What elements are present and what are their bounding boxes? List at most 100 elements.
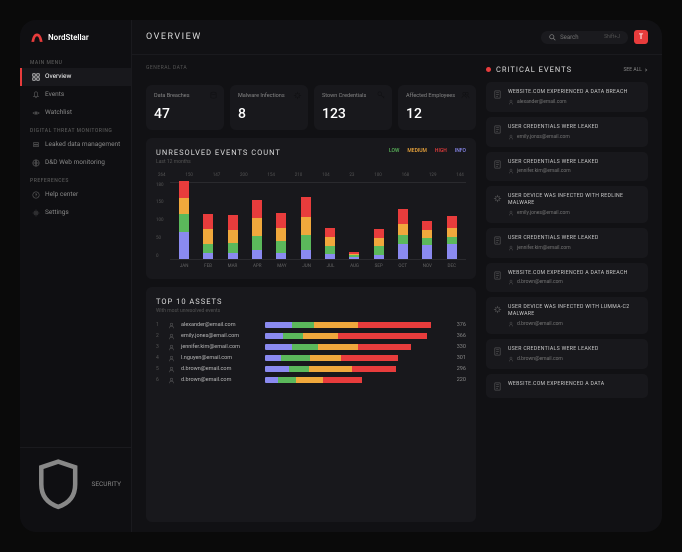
sidebar-item-leaked-data-management[interactable]: Leaked data management [20,136,131,154]
red-dot-icon [486,67,491,72]
event-card[interactable]: WEBSITE.COM EXPERIENCED A DATA [486,374,648,398]
bar-column [228,215,238,258]
sidebar: NordStellar MAIN MENU Overview Events Watch… [20,20,132,532]
logo[interactable]: NordStellar [20,32,131,54]
event-subtitle: alexander@email.com [508,99,641,105]
events-list: WEBSITE.COM EXPERIENCED A DATA BREACH al… [486,82,648,522]
event-card[interactable]: USER CREDENTIALS WERE LEAKED jennifer.ki… [486,228,648,258]
asset-row[interactable]: 4 l.nguyen@email.com 301 [156,355,466,362]
bar-column [203,214,213,258]
asset-row[interactable]: 5 d.brown@email.com 296 [156,366,466,373]
asset-bar [265,355,442,361]
doc-icon [493,124,502,140]
search-input[interactable] [560,34,600,41]
search-box[interactable]: Shift+J [541,31,628,44]
search-icon [549,34,556,41]
stat-card[interactable]: Affected Employees12 [398,85,476,130]
asset-row[interactable]: 1 alexander@email.com 376 [156,322,466,329]
asset-row[interactable]: 2 emily.jones@email.com 366 [156,333,466,340]
event-title: USER CREDENTIALS WERE LEAKED [508,124,641,131]
doc-icon [493,346,502,362]
sidebar-item-label: Overview [45,73,71,81]
sidebar-item-label: Help center [45,191,78,199]
doc-icon [493,159,502,175]
user-icon [168,377,175,384]
sidebar-item-settings[interactable]: Settings [20,204,131,222]
asset-row[interactable]: 6 d.brown@email.com 220 [156,377,466,384]
stat-label: Malware Infections [238,93,300,100]
user-icon [168,344,175,351]
event-subtitle: emily.jones@email.com [508,210,641,216]
event-card[interactable]: USER CREDENTIALS WERE LEAKED emily.jonss… [486,117,648,147]
event-title: USER CREDENTIALS WERE LEAKED [508,159,641,166]
month-labels: JANFEBMARAPRMAYJUNJULAUGSEPOCTNOVDEC [170,264,466,269]
sidebar-item-help-center[interactable]: Help center [20,186,131,204]
see-all-link[interactable]: SEE ALL [623,67,648,73]
stat-card[interactable]: Data Breaches 47 [146,85,224,130]
sidebar-item-watchlist[interactable]: Watchlist [20,104,131,122]
stat-value: 47 [154,106,216,122]
page-title: OVERVIEW [146,32,202,42]
event-card[interactable]: USER CREDENTIALS WERE LEAKED jennifer.ki… [486,152,648,182]
critical-events-title: CRITICAL EVENTS [486,65,572,74]
asset-value: 220 [448,377,466,383]
event-title: USER CREDENTIALS WERE LEAKED [508,235,641,242]
event-subtitle: jennifer.kim@email.com [508,245,641,251]
stat-value: 8 [238,106,300,122]
bar-column [252,200,262,259]
sidebar-item-label: Watchlist [45,109,72,117]
stat-value: 123 [322,106,384,122]
virus-icon [293,91,302,100]
event-card[interactable]: USER DEVICE WAS INFECTED WITH LUMMA-C2 M… [486,297,648,334]
asset-value: 376 [448,322,466,328]
stat-card[interactable]: Malware Infections 8 [230,85,308,130]
shield-icon [30,456,86,512]
menu-section-label: PREFERENCES [20,172,131,186]
sidebar-item-label: Settings [45,209,69,217]
user-icon [168,333,175,340]
asset-name: d.brown@email.com [181,377,259,383]
legend-item: LOW [389,148,399,154]
db-icon [209,91,218,100]
asset-value: 366 [448,333,466,339]
sidebar-item-label: Events [45,91,64,99]
sidebar-item-events[interactable]: Events [20,86,131,104]
stat-card[interactable]: Stown Credentials123 [314,85,392,130]
event-card[interactable]: USER DEVICE WAS INFECTED WITH REDLINE MA… [486,186,648,223]
asset-name: jennifer.kim@email.com [181,344,259,350]
assets-title: TOP 10 ASSETS [156,297,466,306]
bar-column [398,209,408,259]
asset-name: alexander@email.com [181,322,259,328]
virus-icon [493,193,502,216]
stat-label: Affected Employees [406,93,468,100]
asset-rank: 3 [156,344,162,350]
menu-section-label: MAIN MENU [20,54,131,68]
event-title: USER DEVICE WAS INFECTED WITH LUMMA-C2 M… [508,304,641,318]
avatar[interactable]: T [634,30,648,44]
event-subtitle: d.brown@email.com [508,356,641,362]
unresolved-chart-card: UNRESOLVED EVENTS COUNT Last 12 months L… [146,138,476,279]
legend-item: MEDIUM [407,148,427,154]
y-axis: 180150100500 [156,183,164,259]
stat-label: Data Breaches [154,93,216,100]
event-card[interactable]: WEBSITE.COM EXPERIENCED A DATA BREACH al… [486,82,648,112]
sidebar-item-overview[interactable]: Overview [20,68,131,86]
event-card[interactable]: USER CREDENTIALS WERE LEAKED d.brown@ema… [486,339,648,369]
sidebar-item-label: Leaked data management [45,141,120,149]
user-icon [168,322,175,329]
key-icon [377,91,386,100]
sidebar-item-d&d-web-monitoring[interactable]: D&D Web monitoring [20,154,131,172]
topbar: OVERVIEW Shift+J T [132,20,662,55]
users-icon [461,91,470,100]
doc-icon [493,89,502,105]
content: GENERAL DATA Data Breaches47Malware Infe… [132,55,662,532]
event-card[interactable]: WEBSITE.COM EXPERIENCED A DATA BREACH d.… [486,263,648,293]
stats-row: Data Breaches 47 Malware Infections 8 Stown … [146,85,476,130]
sidebar-footer-security[interactable]: SECURITY [20,447,131,520]
assets-subtitle: With most unresolved events [156,308,466,314]
doc-icon [493,381,502,391]
search-kbd: Shift+J [604,34,620,40]
asset-rank: 5 [156,366,162,372]
asset-row[interactable]: 3 jennifer.kim@email.com 330 [156,344,466,351]
event-title: WEBSITE.COM EXPERIENCED A DATA BREACH [508,270,641,277]
